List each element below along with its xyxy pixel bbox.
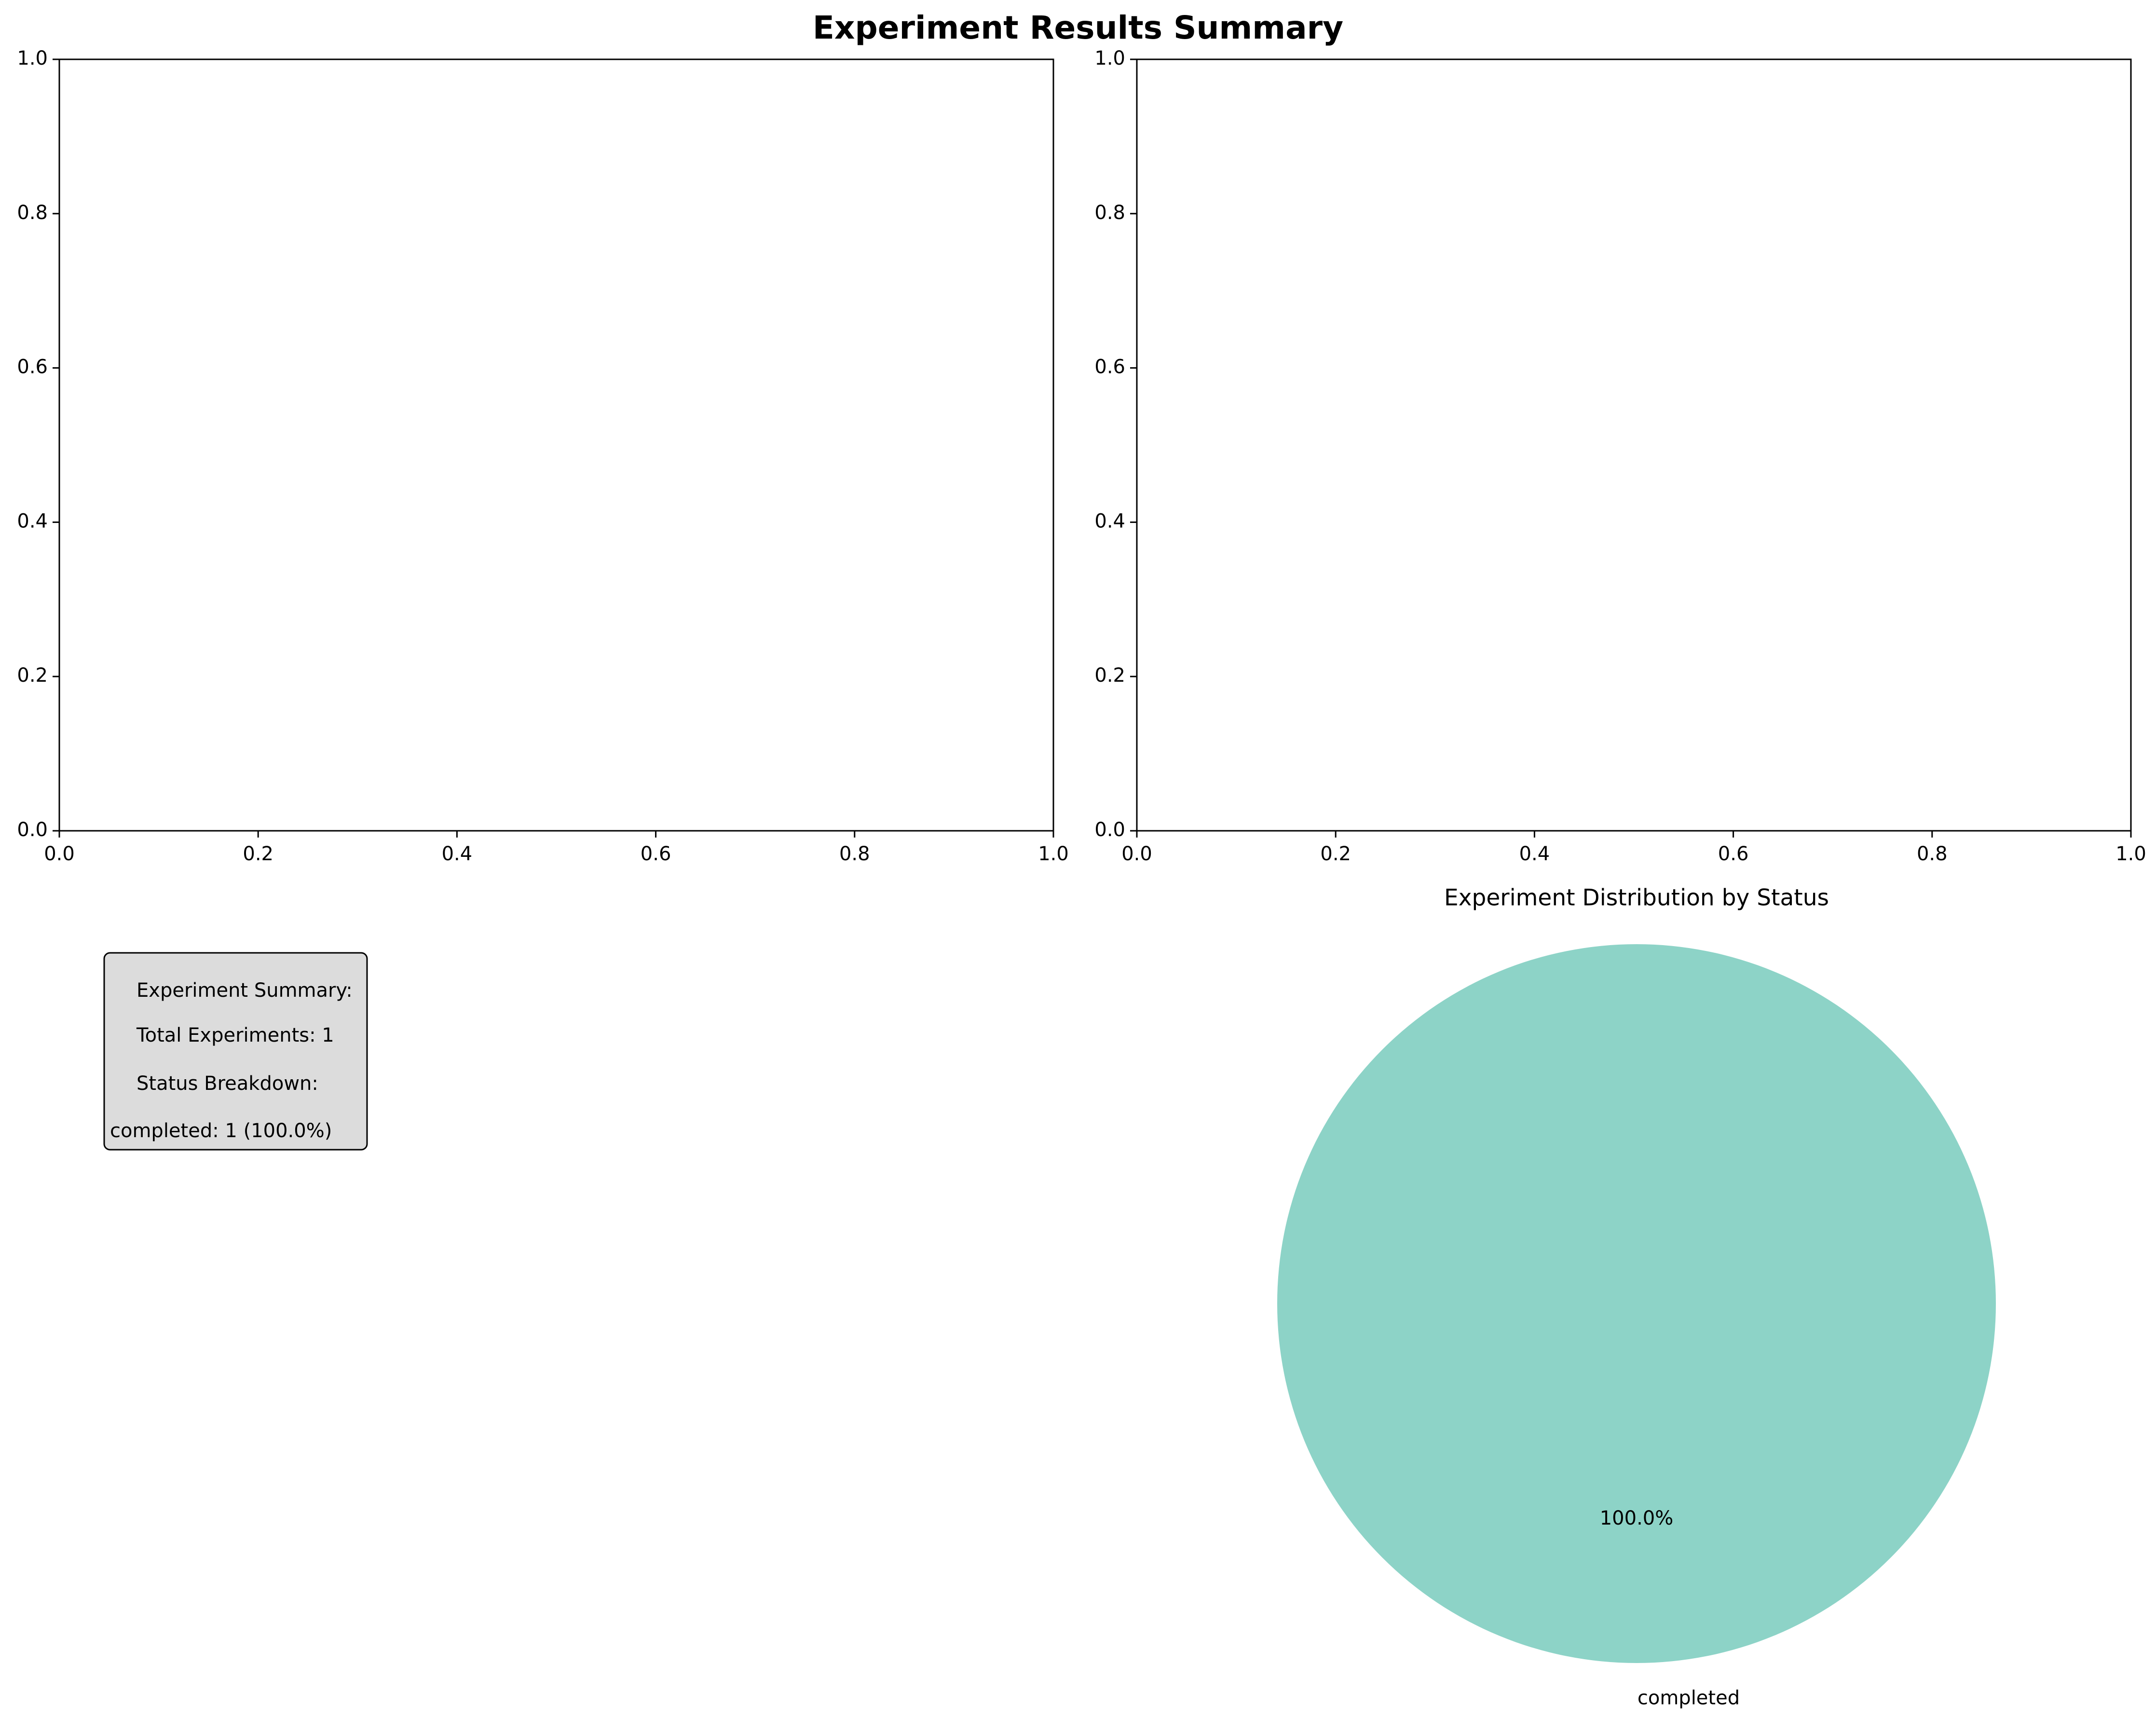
top-right-empty-plot: 0.0 0.2 0.4 0.6 0.8 1.0 0.0 0.2 0.4 0.6 0.8 1.0 — [1094, 47, 2146, 865]
top-right-x-tick-label-0: 0.0 — [1121, 843, 1152, 865]
top-right-x-tick-label-2: 0.4 — [1519, 843, 1550, 865]
top-right-x-tick-label-1: 0.2 — [1320, 843, 1351, 865]
top-right-x-tick-label-4: 0.8 — [1917, 843, 1948, 865]
top-left-y-tick-label-1: 0.2 — [17, 664, 48, 687]
summary-completed-count: completed: 1 (100.0%) — [110, 1120, 332, 1142]
pie-slice-completed — [1277, 944, 1996, 1663]
top-left-y-tick-label-3: 0.6 — [17, 356, 48, 378]
top-left-x-tick-label-4: 0.8 — [839, 843, 870, 865]
top-left-x-tick-label-3: 0.6 — [641, 843, 671, 865]
pie-category-label-0: completed — [1637, 1687, 1740, 1709]
top-right-y-tick-label-1: 0.2 — [1094, 664, 1125, 687]
status-pie-chart: Experiment Distribution by Status 100.0%… — [1277, 885, 1996, 1709]
summary-total-experiments: Total Experiments: 1 — [136, 1024, 334, 1046]
summary-status-heading: Status Breakdown: — [136, 1073, 318, 1095]
top-left-y-tick-label-2: 0.4 — [17, 510, 48, 532]
top-right-frame — [1136, 58, 2132, 832]
top-left-frame — [58, 58, 1054, 832]
top-left-y-tick-label-0: 0.0 — [17, 819, 48, 841]
experiment-summary-box: Experiment Summary: Total Experiments: 1… — [103, 952, 368, 1151]
top-left-empty-plot: 0.0 0.2 0.4 0.6 0.8 1.0 0.0 0.2 0.4 0.6 0.8 1.0 — [17, 47, 1068, 865]
top-right-y-tick-label-3: 0.6 — [1094, 356, 1125, 378]
summary-heading: Experiment Summary: — [136, 979, 353, 1002]
top-left-x-tick-label-5: 1.0 — [1038, 843, 1069, 865]
top-right-y-tick-label-5: 1.0 — [1094, 47, 1125, 69]
top-left-x-tick-label-1: 0.2 — [243, 843, 273, 865]
figure-title: Experiment Results Summary — [813, 9, 1343, 46]
top-left-y-tick-label-4: 0.8 — [17, 202, 48, 224]
top-left-y-tick-label-5: 1.0 — [17, 47, 48, 69]
summary-box-background — [103, 952, 368, 1151]
pie-percent-label-0: 100.0% — [1600, 1507, 1674, 1529]
top-right-y-tick-label-4: 0.8 — [1094, 202, 1125, 224]
top-left-plot-area — [59, 59, 1053, 831]
top-right-x-tick-label-3: 0.6 — [1718, 843, 1749, 865]
top-right-x-tick-label-5: 1.0 — [2115, 843, 2146, 865]
top-left-x-tick-label-0: 0.0 — [44, 843, 75, 865]
pie-chart-title: Experiment Distribution by Status — [1444, 885, 1829, 911]
top-right-y-tick-label-0: 0.0 — [1094, 819, 1125, 841]
pie-slices: 100.0% completed — [1277, 944, 1996, 1709]
top-right-plot-area — [1137, 59, 2131, 831]
top-left-x-tick-label-2: 0.4 — [442, 843, 473, 865]
top-right-y-tick-label-2: 0.4 — [1094, 510, 1125, 532]
